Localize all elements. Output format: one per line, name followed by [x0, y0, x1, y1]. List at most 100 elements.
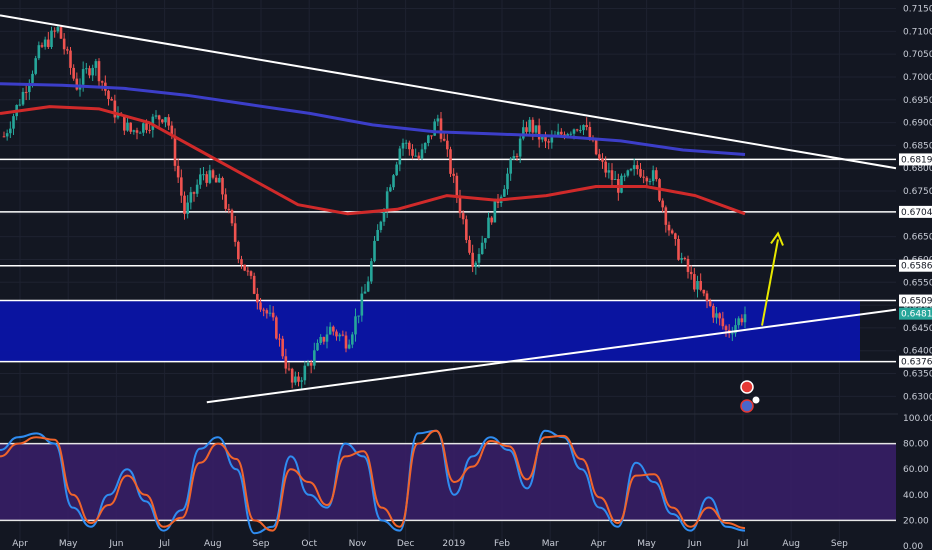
candle-body: [370, 261, 373, 282]
candle-body: [34, 58, 37, 74]
level-label-box: [899, 294, 932, 307]
candle-body: [693, 274, 696, 290]
candle-body: [484, 238, 487, 243]
ma-blue-line: [0, 82, 746, 156]
candle-body: [433, 121, 436, 136]
candle-body: [636, 165, 639, 170]
candle-body: [506, 173, 509, 190]
candle-body: [379, 221, 383, 230]
time-tick-label: Apr: [591, 539, 607, 549]
candle-body: [246, 270, 250, 272]
candle-body: [322, 336, 326, 342]
candle-body: [610, 170, 614, 180]
candle-body: [503, 189, 506, 197]
candle-body: [271, 312, 275, 318]
candle-body: [43, 39, 47, 47]
candle-body: [351, 334, 354, 345]
candle-body: [465, 219, 468, 240]
candle-body: [664, 207, 668, 225]
candle-body: [471, 252, 474, 267]
candle-body: [670, 230, 674, 234]
candle-body: [66, 49, 69, 51]
candle-body: [135, 130, 139, 133]
candle-body: [461, 213, 465, 220]
stoch-d-line: [0, 429, 746, 532]
candle-body: [452, 173, 455, 176]
time-tick-label: Mar: [542, 539, 559, 549]
candle-body: [300, 380, 303, 382]
candle-body: [113, 100, 117, 118]
candle-body: [468, 239, 471, 253]
time-tick-label: Aug: [782, 539, 800, 549]
stoch-k-line: [0, 429, 746, 535]
candle-body: [449, 149, 452, 174]
level-label: 0.65099: [901, 297, 932, 307]
candle-body: [474, 262, 478, 267]
candle-body: [408, 142, 411, 150]
candle-body: [531, 119, 535, 133]
candle-body: [477, 254, 481, 263]
candle-body: [357, 315, 360, 317]
time-tick-label: Aug: [204, 539, 222, 549]
time-tick-label: Sep: [831, 539, 848, 549]
candle-body: [512, 156, 516, 160]
candle-body: [332, 326, 335, 332]
candle-body: [398, 148, 402, 165]
candle-body: [515, 156, 519, 158]
candle-body: [642, 176, 645, 178]
event-count-icon: [752, 396, 760, 404]
candle-body: [199, 174, 202, 185]
candle-body: [487, 217, 490, 239]
candle-body: [629, 169, 633, 171]
candle-body: [569, 133, 573, 135]
candle-body: [534, 125, 538, 133]
candle-body: [404, 142, 408, 144]
candle-body: [734, 325, 737, 334]
candle-body: [613, 178, 617, 180]
candle-body: [275, 317, 278, 339]
candle-body: [556, 131, 560, 136]
candle-body: [718, 313, 721, 319]
oscillator-tick-label: 60.00: [903, 465, 929, 475]
candle-body: [338, 334, 341, 337]
candle-body: [604, 161, 607, 173]
event-markers: [740, 380, 760, 413]
candle-body: [480, 242, 484, 255]
oscillator-tick-label: 40.00: [903, 491, 929, 501]
level-label: 0.65863: [901, 262, 932, 272]
candle-body: [205, 174, 208, 183]
candle-body: [157, 115, 161, 120]
candle-body: [385, 191, 389, 211]
candle-body: [414, 155, 417, 157]
candle-body: [94, 61, 98, 68]
candle-body: [620, 175, 623, 193]
candle-body: [309, 362, 313, 366]
candle-body: [439, 118, 443, 139]
candle-body: [294, 376, 297, 383]
candle-body: [442, 138, 446, 141]
candle-body: [224, 194, 227, 209]
candle-body: [575, 129, 579, 131]
candle-body: [572, 129, 576, 134]
axis-background: [898, 0, 932, 550]
candle-body: [40, 45, 44, 47]
candle-body: [161, 119, 164, 123]
candle-body: [214, 177, 218, 183]
candle-body: [423, 143, 427, 150]
candle-body: [740, 318, 744, 323]
candle-body: [145, 123, 148, 130]
candle-body: [661, 200, 664, 208]
candle-body: [290, 368, 294, 383]
candle-body: [325, 334, 329, 342]
candle-body: [240, 259, 243, 265]
time-tick-label: Feb: [494, 539, 510, 549]
candle-body: [123, 114, 126, 131]
candle-body: [632, 165, 636, 170]
candle-body: [9, 128, 12, 134]
